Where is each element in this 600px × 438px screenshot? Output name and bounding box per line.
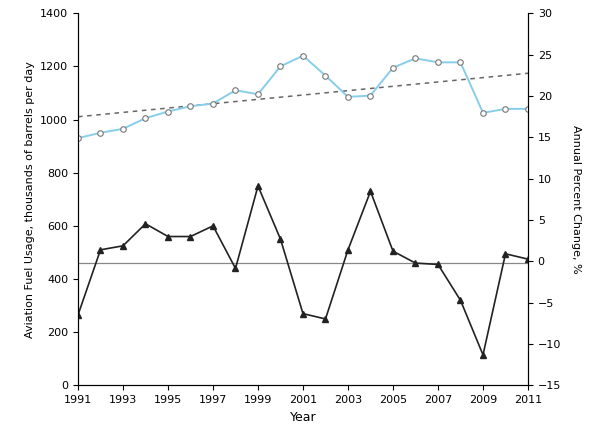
Y-axis label: Aviation Fuel Usage, thousands of barrels per day: Aviation Fuel Usage, thousands of barrel…: [25, 61, 35, 338]
Y-axis label: Annual Percent Change, %: Annual Percent Change, %: [571, 125, 581, 274]
X-axis label: Year: Year: [290, 411, 316, 424]
